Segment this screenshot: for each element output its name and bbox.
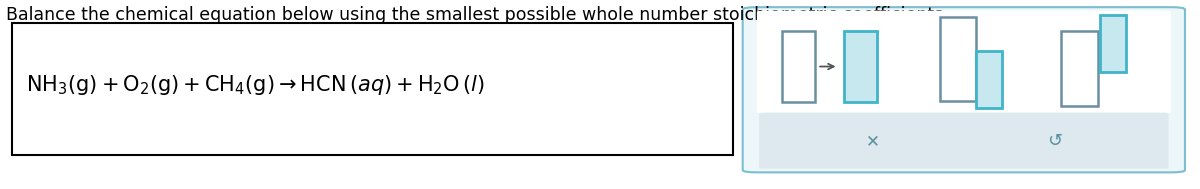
Bar <box>845 31 877 102</box>
Bar <box>940 17 977 101</box>
Bar <box>781 31 815 102</box>
Bar <box>1100 15 1126 72</box>
FancyBboxPatch shape <box>743 7 1184 172</box>
FancyBboxPatch shape <box>760 113 1169 169</box>
Bar <box>12 23 733 155</box>
Text: ↺: ↺ <box>1048 132 1062 150</box>
Bar <box>976 51 1002 108</box>
Text: $\mathsf{NH_3(g) + O_2(g) + CH_4(g) \rightarrow HCN\,(\mathit{aq}) + H_2O\,(\mat: $\mathsf{NH_3(g) + O_2(g) + CH_4(g) \rig… <box>26 73 485 97</box>
Bar <box>1061 31 1098 106</box>
FancyBboxPatch shape <box>757 11 1171 113</box>
Text: ✕: ✕ <box>866 132 880 150</box>
Text: Balance the chemical equation below using the smallest possible whole number sto: Balance the chemical equation below usin… <box>6 6 949 24</box>
